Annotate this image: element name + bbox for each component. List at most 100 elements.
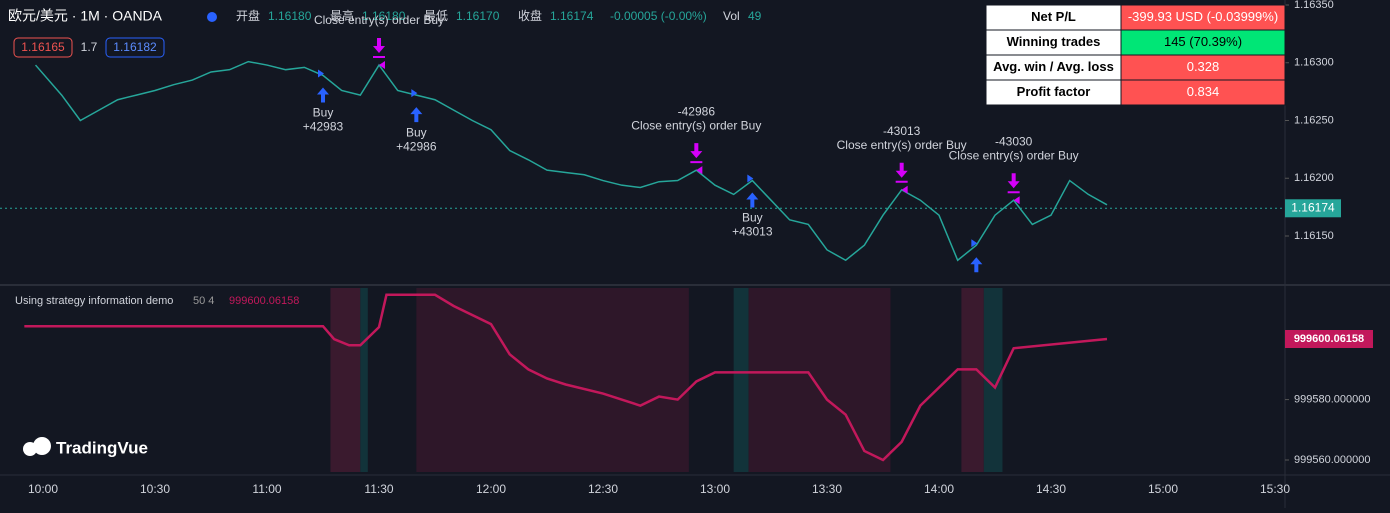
stats-value: 0.328 <box>1187 59 1220 74</box>
y-tick-label: 1.16300 <box>1294 57 1334 69</box>
ask: 1.16182 <box>113 40 157 54</box>
stats-value-cell <box>1120 29 1286 56</box>
time-tick-label: 10:30 <box>140 482 170 496</box>
logo-icon <box>33 437 51 455</box>
trade-label: -43013 <box>883 124 921 138</box>
exit-flag <box>379 61 385 70</box>
time-tick-label: 15:00 <box>1148 482 1178 496</box>
time-tick-label: 15:30 <box>1260 482 1290 496</box>
trade-label: -43030 <box>995 134 1033 148</box>
buy-arrow <box>970 257 983 273</box>
close-arrow <box>895 162 908 183</box>
logo: TradingVue <box>23 437 148 457</box>
ohlc-value: 1.16180 <box>268 9 312 23</box>
vol-label: Vol <box>723 9 740 23</box>
time-tick-label: 13:30 <box>812 482 842 496</box>
bid-box <box>13 37 73 58</box>
time-tick-label: 14:00 <box>924 482 954 496</box>
time-tick-label: 12:00 <box>476 482 506 496</box>
y-tick-label: 999560.000000 <box>1294 454 1370 466</box>
ohlc-label: 开盘 <box>236 8 260 23</box>
trade-label: Buy <box>406 125 427 139</box>
strategy-zone <box>330 288 361 472</box>
exit-flag <box>901 185 908 194</box>
series-line <box>34 60 1108 262</box>
last-value-label: 999600.06158 <box>1294 333 1364 345</box>
last-price-box <box>1285 199 1341 218</box>
ohlc-label: 最高 <box>330 8 354 23</box>
exit-flag <box>1013 196 1020 205</box>
logo-text: TradingVue <box>56 438 148 457</box>
series-line <box>24 293 1108 462</box>
time-tick-label: 11:30 <box>364 482 393 496</box>
ohlc-value: 1.16170 <box>456 9 500 23</box>
y-tick-label: 999580.000000 <box>1294 393 1370 405</box>
y-tick-label: 1.16250 <box>1294 114 1334 126</box>
indicator-value: 999600.06158 <box>229 295 299 307</box>
strategy-zone <box>961 288 984 472</box>
status-dot <box>207 12 217 22</box>
stats-value: 145 (70.39%) <box>1164 34 1242 49</box>
time-tick-label: 11:00 <box>252 482 281 496</box>
strategy-zone <box>733 288 749 472</box>
ask-box <box>105 37 165 58</box>
indicator-title: Using strategy information demo <box>15 295 173 307</box>
stats-key: Winning trades <box>1007 34 1101 49</box>
time-tick-label: 13:00 <box>700 482 730 496</box>
last-price-label: 1.16174 <box>1291 200 1335 214</box>
ohlc-label: 最低 <box>424 9 448 23</box>
stats-key-cell <box>985 29 1122 56</box>
trade-label: Buy <box>313 106 334 120</box>
stats-value: 0.834 <box>1187 84 1220 99</box>
last-value-box <box>1285 330 1373 348</box>
indicator-params: 50 4 <box>193 295 214 307</box>
time-tick-label: 14:30 <box>1036 482 1066 496</box>
stats-key: Profit factor <box>1017 84 1091 99</box>
trade-label: +42983 <box>303 120 344 134</box>
strategy-zone <box>748 288 891 472</box>
stats-key: Avg. win / Avg. loss <box>993 59 1114 74</box>
entry-flag <box>411 89 418 98</box>
y-tick-label: 1.16150 <box>1294 230 1334 242</box>
bid: 1.16165 <box>21 40 65 54</box>
close-arrow <box>373 38 385 59</box>
trade-label: Buy <box>742 211 763 225</box>
ohlc-label: 收盘 <box>518 8 542 23</box>
buy-arrow <box>746 192 759 208</box>
trade-label: -42986 <box>678 104 716 118</box>
stats-key-cell <box>985 54 1122 81</box>
trade-label: +42986 <box>396 139 437 153</box>
y-tick-label: 1.16350 <box>1294 0 1334 11</box>
ohlc-value: 1.16174 <box>550 9 594 23</box>
stats-key-cell <box>985 79 1122 106</box>
spread: 1.7 <box>81 40 98 54</box>
trade-label: Close entry(s) order Buy <box>837 138 967 152</box>
close-arrow <box>690 143 703 164</box>
trade-label: Close entry(s) order Buy <box>631 118 761 132</box>
stats-value: -399.93 USD (-0.03999%) <box>1128 9 1278 24</box>
change: -0.00005 (-0.00%) <box>610 9 707 23</box>
buy-arrow <box>317 87 329 103</box>
trade-label: Close entry(s) order Buy <box>314 13 444 27</box>
buy-arrow <box>410 107 423 123</box>
close-arrow <box>1007 173 1020 194</box>
stats-value-cell <box>1120 79 1286 106</box>
trade-label: Close entry(s) order Buy <box>949 148 1079 162</box>
stats-value-cell <box>1120 4 1286 31</box>
time-tick-label: 12:30 <box>588 482 618 496</box>
entry-flag <box>318 69 324 78</box>
strategy-zone <box>983 288 1003 472</box>
entry-flag <box>971 239 978 248</box>
stats-key: Net P/L <box>1031 9 1076 24</box>
stats-key-cell <box>985 4 1122 31</box>
vol-value: 49 <box>748 9 762 23</box>
strategy-zone <box>360 288 368 472</box>
y-tick-label: 1.16200 <box>1294 172 1334 184</box>
exit-flag <box>696 166 703 175</box>
time-tick-label: 10:00 <box>28 482 58 496</box>
ohlc-value: 1.16180 <box>362 9 406 23</box>
trade-label: +43013 <box>732 225 773 239</box>
entry-flag <box>747 174 754 183</box>
symbol: 欧元/美元 · 1M · OANDA <box>8 8 163 24</box>
